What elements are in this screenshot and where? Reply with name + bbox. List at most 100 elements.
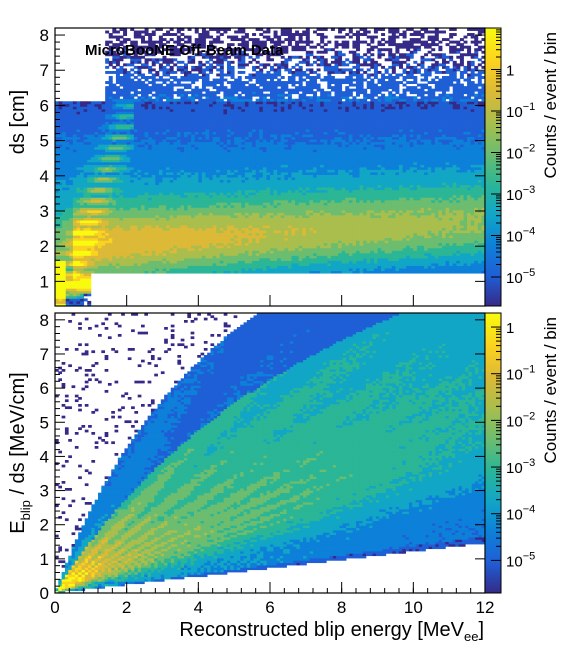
top-heatmap-cell [212,182,217,186]
top-heatmap-cell [94,207,99,211]
top-heatmap-cell [119,91,124,95]
top-heatmap-cell [119,121,124,125]
top-heatmap-cell [180,207,185,211]
top-heatmap-cell [201,151,206,155]
top-heatmap-cell [90,136,95,140]
top-heatmap-cell [69,222,74,226]
top-heatmap-cell [169,184,174,188]
top-heatmap-cell [241,257,246,261]
top-heatmap-cell [58,197,63,201]
top-heatmap-cell [227,215,231,218]
top-heatmap-cell [262,40,267,44]
top-heatmap-cell [248,129,253,133]
top-heatmap-cell [108,235,113,239]
top-heatmap-cell [119,222,124,226]
top-heatmap-cell [255,43,260,47]
top-heatmap-cell [255,204,260,208]
top-heatmap-cell [219,124,224,127]
top-heatmap-cell [151,103,156,107]
top-heatmap-cell [184,215,188,218]
top-heatmap-cell [201,209,206,213]
top-heatmap-cell [137,242,142,246]
top-heatmap-cell [119,139,124,143]
top-heatmap-cell [130,108,135,112]
top-heatmap-cell [230,108,235,112]
top-heatmap-cell [230,65,235,69]
top-heatmap-cell [176,189,181,193]
top-heatmap-cell [234,212,239,216]
top-heatmap-cell [90,192,95,196]
top-heatmap-cell [76,174,81,178]
top-heatmap-cell [119,106,124,110]
top-heatmap-cell [194,149,199,153]
top-heatmap-cell [158,63,163,67]
top-heatmap-cell [219,263,224,266]
top-heatmap-cell [212,139,217,143]
top-heatmap-cell [133,53,138,57]
top-heatmap-cell [151,220,156,223]
top-heatmap-cell [176,43,181,47]
top-heatmap-cell [162,250,167,254]
top-heatmap-cell [133,144,138,148]
top-heatmap-cell [83,278,88,282]
top-heatmap-cell [69,139,74,143]
top-heatmap-cell [223,268,228,272]
top-heatmap-cell [108,116,113,120]
top-heatmap-cell [123,161,128,165]
top-heatmap-cell [126,151,131,155]
top-heatmap-cell [83,146,88,150]
top-heatmap-cell [252,212,257,216]
top-heatmap-cell [223,144,228,148]
top-heatmap-cell [115,217,120,221]
top-heatmap-cell [98,212,102,216]
top-heatmap-cell [90,207,95,211]
top-heatmap-cell [141,220,145,223]
top-heatmap-cell [259,245,264,249]
top-heatmap-cell [201,40,206,44]
top-heatmap-cell [266,225,271,229]
top-heatmap-cell [144,194,149,198]
top-heatmap-cell [72,204,77,208]
top-heatmap-cell [191,136,196,140]
top-heatmap-cell [58,235,63,239]
top-heatmap-cell [133,60,138,64]
top-heatmap-cell [119,156,124,160]
top-heatmap-cell [262,43,267,47]
top-heatmap-cell [209,124,214,127]
top-heatmap-cell [62,265,67,269]
top-heatmap-cell [216,159,221,163]
top-heatmap-cell [130,139,135,143]
top-heatmap-cell [133,91,138,95]
top-heatmap-cell [205,212,210,216]
top-heatmap-cell [87,260,92,264]
top-heatmap-cell [227,179,231,183]
top-heatmap-cell [119,93,124,97]
top-heatmap-cell [194,78,199,82]
top-heatmap-cell [201,207,206,211]
top-heatmap-cell [69,103,74,107]
top-heatmap-cell [230,126,235,130]
top-heatmap-cell [259,154,264,158]
top-heatmap-cell [119,177,124,181]
top-heatmap-cell [108,199,113,203]
top-heatmap-cell [252,255,257,259]
top-heatmap-cell [216,199,221,203]
top-heatmap-cell [98,225,102,229]
top-heatmap-cell [155,217,160,221]
top-heatmap-cell [191,93,196,97]
top-heatmap-cell [144,78,149,82]
top-heatmap-cell [62,141,67,145]
top-heatmap-cell [144,197,149,201]
top-heatmap-cell [155,151,160,155]
top-heatmap-cell [255,164,260,168]
top-heatmap-cell [205,81,210,84]
top-heatmap-cell [133,134,138,138]
top-heatmap-cell [123,189,128,193]
top-heatmap-cell [173,202,178,206]
top-heatmap-cell [209,182,214,186]
top-heatmap-cell [130,40,135,44]
top-heatmap-cell [227,81,231,84]
top-heatmap-cell [105,270,110,274]
top-heatmap-cell [230,265,235,269]
top-heatmap-cell [241,149,246,153]
